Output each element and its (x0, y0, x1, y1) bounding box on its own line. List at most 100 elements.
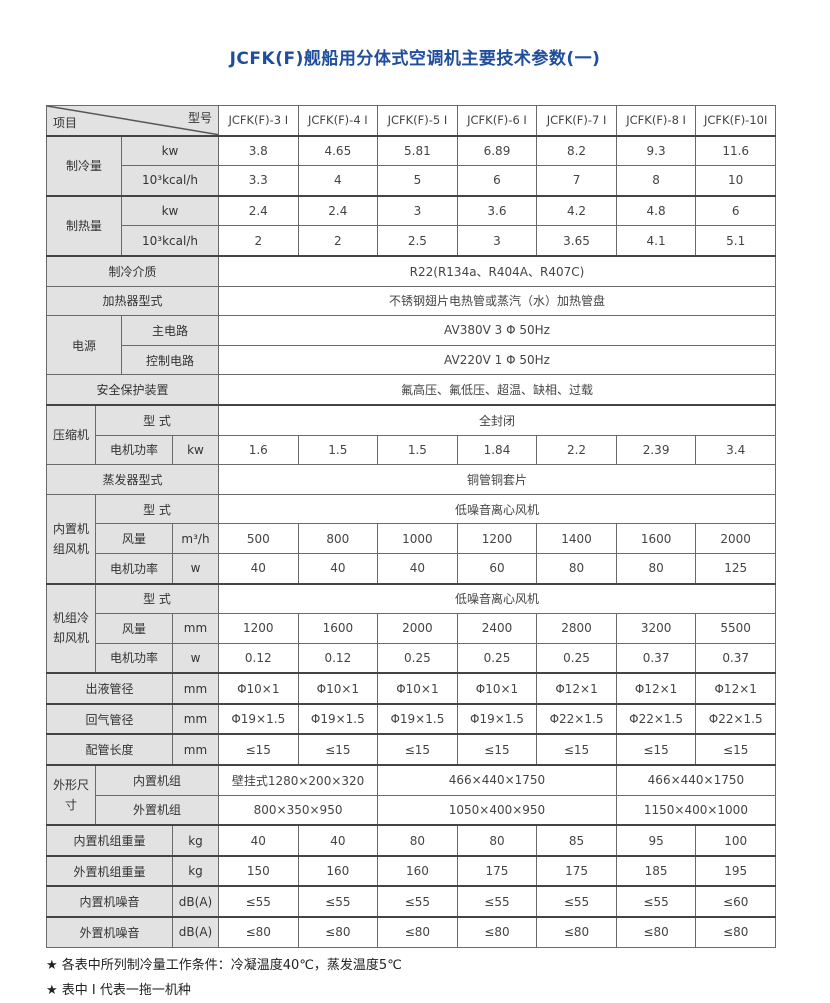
value-cell: ≤80 (297, 916, 379, 948)
value-cell: 1.5 (377, 434, 458, 466)
value-cell: ≤15 (536, 733, 617, 766)
row-value: AV380V 3 Φ 50Hz (218, 315, 776, 346)
value-cell: 5 (377, 165, 458, 197)
value-cell: 8.2 (536, 134, 617, 167)
value-cell: ≤80 (695, 916, 776, 948)
value-cell: 40 (377, 552, 458, 585)
value-cell: Φ10×1 (377, 672, 458, 705)
unit: m³/h (172, 523, 219, 554)
value-cell: 2000 (695, 523, 776, 554)
value-cell: ≤55 (297, 885, 379, 918)
value-cell: Φ12×1 (695, 672, 776, 705)
unit: kw (121, 134, 219, 167)
value-cell: 160 (297, 854, 379, 887)
row-value: AV220V 1 Φ 50Hz (218, 344, 776, 376)
row-label: 主电路 (121, 315, 219, 346)
refrigerant-row: 制冷介质 R22(R134a、R404A、R407C) (46, 254, 776, 287)
cooling-fan-label: 机组冷却风机 (46, 582, 96, 674)
value-cell: 5500 (695, 613, 776, 644)
row-label: 外置机噪音 (46, 916, 173, 948)
value-cell: ≤55 (536, 885, 617, 918)
unit: dB(A) (172, 885, 219, 918)
indoor-fan-label: 内置机组风机 (46, 493, 96, 585)
dimension-value: 1050×400×950 (377, 794, 617, 826)
value-cell: 2400 (456, 613, 538, 644)
value-cell: ≤55 (456, 885, 538, 918)
row-value: 低噪音离心风机 (218, 582, 776, 615)
row-label: 控制电路 (121, 344, 219, 376)
unit: 10³kcal/h (121, 225, 219, 257)
header-corner-cell: 项目 型号 (46, 104, 219, 137)
row-label: 蒸发器型式 (46, 464, 219, 495)
value-cell: 175 (456, 854, 538, 887)
value-cell: 0.37 (615, 642, 697, 674)
value-cell: 175 (536, 854, 617, 887)
unit: 10³kcal/h (121, 165, 219, 197)
value-cell: Φ19×1.5 (297, 702, 379, 735)
cooling-fan-type-row: 机组冷却风机 型 式 低噪音离心风机 (46, 582, 776, 674)
value-cell: 3 (377, 194, 458, 227)
row-label: 型 式 (95, 403, 219, 436)
value-cell: 80 (377, 824, 458, 857)
value-cell: 4.1 (615, 225, 697, 257)
value-cell: 195 (695, 854, 776, 887)
value-cell: 2.4 (218, 194, 299, 227)
indoor-fan-air-row: 风量 m³/h 500 800 1000 1200 1400 1600 2000 (47, 523, 776, 554)
value-cell: Φ22×1.5 (615, 702, 697, 735)
model-name-cell: JCFK(F)-5 I (377, 104, 458, 137)
value-cell: ≤15 (377, 733, 458, 766)
value-cell: 2.4 (297, 194, 379, 227)
row-label: 型 式 (95, 493, 219, 525)
indoor-fan-power-row: 电机功率 w 40 40 40 60 80 80 125 (47, 552, 776, 585)
value-cell: 1400 (536, 523, 617, 554)
value-cell: 0.12 (297, 642, 379, 674)
cooling-label: 制冷量 (46, 134, 122, 197)
heating-kw-row: 制热量 kw 2.4 2.4 3 3.6 4.2 4.8 6 (46, 194, 776, 257)
unit: dB(A) (172, 916, 219, 948)
value-cell: 10 (695, 165, 776, 197)
value-cell: 2000 (377, 613, 458, 644)
value-cell: Φ19×1.5 (456, 702, 538, 735)
row-value: 低噪音离心风机 (218, 493, 776, 525)
row-value: 全封闭 (218, 403, 776, 436)
footnotes: ★ 各表中所列制冷量工作条件：冷凝温度40℃，蒸发温度5℃ ★ 表中 I 代表一… (46, 953, 402, 1003)
value-cell: 1.5 (297, 434, 379, 466)
value-cell: ≤80 (536, 916, 617, 948)
value-cell: 1000 (377, 523, 458, 554)
row-label: 电机功率 (95, 552, 173, 585)
compressor-type-row: 压缩机 型 式 全封闭 (46, 403, 776, 466)
row-label: 内置机噪音 (46, 885, 173, 918)
value-cell: 0.25 (377, 642, 458, 674)
value-cell: Φ12×1 (536, 672, 617, 705)
indoor-weight-row: 内置机组重量 kg 40 40 80 80 85 95 100 (46, 824, 776, 857)
value-cell: Φ10×1 (456, 672, 538, 705)
liquid-pipe-row: 出液管径 mm Φ10×1 Φ10×1 Φ10×1 Φ10×1 Φ12×1 Φ12×1 Φ1… (46, 672, 776, 705)
value-cell: 1.6 (218, 434, 299, 466)
value-cell: ≤55 (377, 885, 458, 918)
value-cell: 80 (536, 552, 617, 585)
compressor-power-row: 电机功率 kw 1.6 1.5 1.5 1.84 2.2 2.39 3.4 (47, 434, 776, 466)
value-cell: ≤15 (456, 733, 538, 766)
row-label: 内置机组 (95, 764, 219, 796)
row-label: 配管长度 (46, 733, 173, 766)
value-cell: 1200 (456, 523, 538, 554)
value-cell: 40 (297, 824, 379, 857)
model-name-cell: JCFK(F)-6 I (456, 104, 538, 137)
value-cell: 80 (456, 824, 538, 857)
value-cell: 3 (456, 225, 538, 257)
value-cell: 40 (297, 552, 379, 585)
value-cell: 0.25 (456, 642, 538, 674)
value-cell: 1.84 (456, 434, 538, 466)
value-cell: 0.25 (536, 642, 617, 674)
row-label: 加热器型式 (46, 285, 219, 317)
model-name-cell: JCFK(F)-7 I (536, 104, 617, 137)
unit: kg (172, 824, 219, 857)
page-title: JCFK(F)舰船用分体式空调机主要技术参数(一) (229, 49, 601, 69)
model-label: 型号 (187, 111, 212, 125)
row-value: 铜管铜套片 (218, 464, 776, 495)
value-cell: 2 (218, 225, 299, 257)
value-cell: 3.8 (218, 134, 299, 167)
cooling-fan-air-row: 风量 mm 1200 1600 2000 2400 2800 3200 5500 (47, 613, 776, 644)
dimensions-outdoor-row: 外置机组 800×350×950 1050×400×950 1150×400×1… (47, 794, 777, 826)
heating-label: 制热量 (46, 194, 122, 257)
